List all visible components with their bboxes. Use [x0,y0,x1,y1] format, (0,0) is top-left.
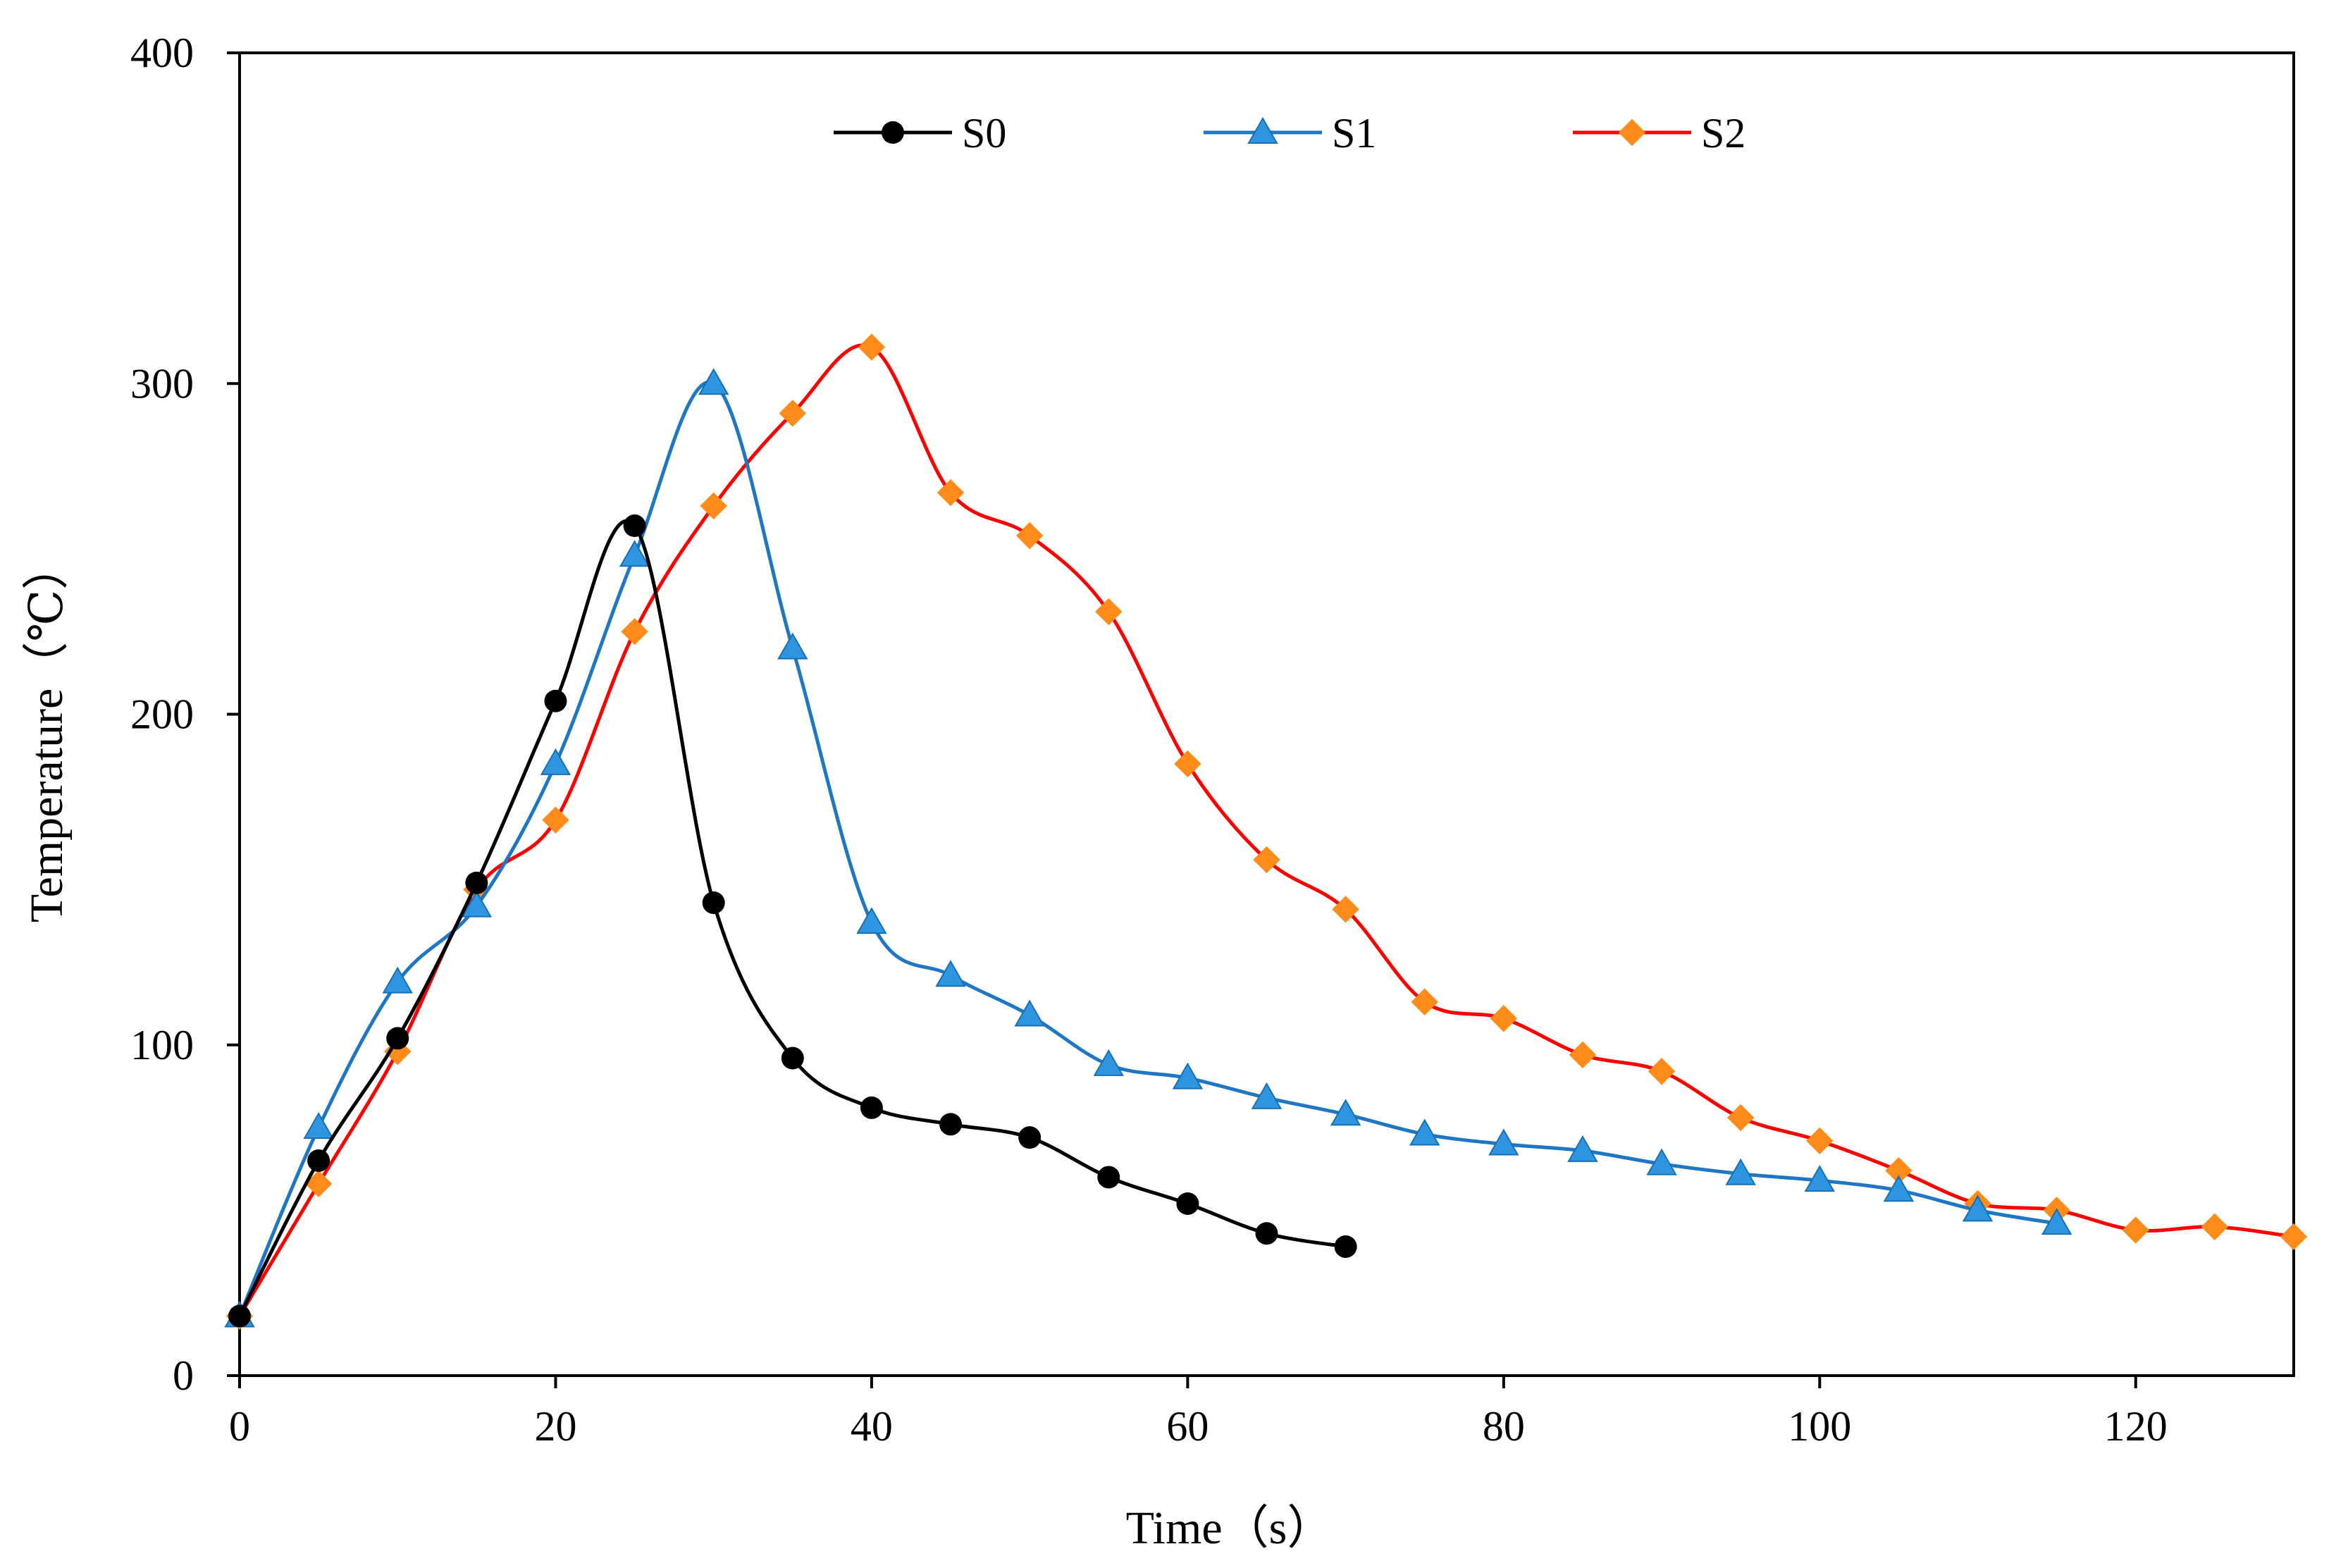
data-point-s1 [2041,1208,2072,1235]
data-point-s2 [2201,1213,2229,1241]
x-tick-label: 40 [851,1403,893,1450]
legend-label: S0 [962,110,1006,156]
x-axis-title: Time（s） [1126,1502,1334,1554]
data-point-s1 [777,632,808,660]
y-axis-ticks: 0 100 200 300 400 [130,30,240,1399]
data-point-s1 [1093,1049,1124,1076]
data-point-s1 [1725,1158,1756,1185]
data-point-s1 [698,368,729,395]
data-point-s1 [856,907,887,934]
data-point-s1 [303,1112,334,1140]
series-s0 [228,514,1357,1328]
data-point-s0 [939,1113,963,1136]
x-tick-label: 80 [1483,1403,1525,1450]
data-point-s0 [544,689,567,712]
data-point-s0 [228,1304,251,1328]
data-point-s2 [2122,1216,2149,1244]
legend-marker [1247,116,1278,144]
legend-item-s2: S2 [1573,110,1745,156]
data-point-s2 [621,617,648,646]
data-point-s2 [1806,1127,1834,1155]
x-tick-label: 120 [2104,1403,2168,1450]
data-point-s0 [1018,1126,1042,1149]
data-point-s0 [860,1096,883,1119]
legend-marker [882,121,904,144]
y-tick-label: 300 [130,360,194,407]
plot-area-border [238,51,2295,1377]
data-point-s1 [1488,1128,1519,1156]
data-point-s1 [1567,1135,1598,1162]
data-point-s2 [937,479,965,507]
data-point-s2 [1095,598,1123,626]
x-tick-label: 0 [229,1403,250,1450]
data-point-s2 [1174,750,1201,778]
data-point-s1 [1409,1118,1440,1146]
x-tick-label: 20 [534,1403,576,1450]
data-point-s2 [1015,521,1044,550]
data-point-s0 [1334,1235,1357,1258]
data-point-s2 [779,400,807,427]
data-point-s0 [1255,1222,1278,1245]
y-axis-title: Temperature（℃） [21,543,73,922]
data-point-s1 [1883,1175,1915,1202]
data-point-s2 [1332,896,1359,923]
data-point-s1 [540,748,571,775]
legend-label: S1 [1332,110,1376,156]
data-point-s0 [1097,1166,1120,1189]
data-point-s2 [1648,1058,1676,1085]
data-point-s2 [304,1170,333,1198]
data-point-s1 [461,890,493,918]
series-line-s2 [237,343,2294,1317]
data-point-s1 [619,540,650,567]
legend: S0 S1 S2 [834,110,1745,156]
data-point-s1 [1251,1082,1283,1109]
data-point-s0 [781,1047,804,1070]
legend-item-s0: S0 [834,110,1006,156]
legend-item-s1: S1 [1204,110,1376,156]
data-point-s0 [702,891,725,914]
data-point-s0 [386,1027,409,1050]
data-point-s2 [1885,1156,1912,1185]
data-point-s2 [1490,1005,1518,1032]
data-point-s2 [858,333,886,361]
data-point-s2 [700,492,727,520]
series-s1 [224,368,2072,1328]
data-point-s0 [623,514,646,538]
series-s2 [225,333,2308,1330]
data-point-s1 [1962,1194,1994,1222]
data-point-s2 [1726,1104,1755,1132]
data-point-s2 [542,806,569,834]
data-point-s2 [1253,846,1280,874]
plot-frame [238,51,2295,1377]
x-tick-label: 60 [1166,1403,1209,1450]
data-point-s1 [1804,1165,1836,1192]
data-point-s1 [1014,999,1045,1027]
y-tick-label: 0 [173,1352,194,1399]
data-point-s2 [384,1037,412,1066]
series-line-s1 [237,380,2058,1317]
data-point-s0 [465,871,488,894]
data-point-s1 [1330,1099,1361,1126]
data-point-s2 [1411,988,1438,1016]
series-layer [224,333,2308,1330]
legend-label: S2 [1701,110,1745,156]
x-axis-ticks: 0 20 40 60 80 100 120 [229,1376,2168,1450]
data-point-s0 [1176,1192,1199,1215]
data-point-s2 [2280,1223,2308,1251]
data-point-s0 [307,1149,330,1172]
data-point-s2 [1569,1041,1597,1069]
data-point-s1 [935,960,966,987]
y-tick-label: 400 [130,30,194,76]
data-point-s1 [382,966,413,994]
data-point-s1 [1172,1062,1204,1089]
y-tick-label: 100 [130,1022,194,1068]
y-tick-label: 200 [130,691,194,738]
x-tick-label: 100 [1788,1403,1851,1450]
data-point-s1 [1646,1148,1677,1175]
legend-marker [1618,118,1646,147]
